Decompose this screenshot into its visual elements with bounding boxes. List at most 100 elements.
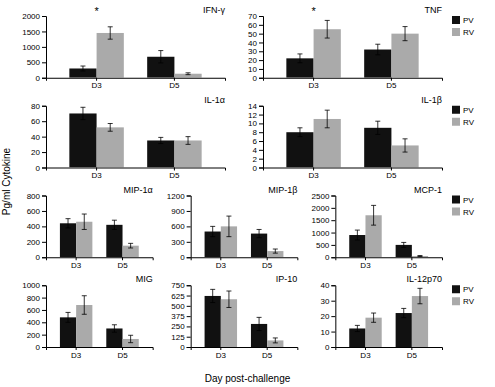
tick: 50 <box>248 30 263 39</box>
tick-mark <box>331 196 335 197</box>
tick-label: 50 <box>248 30 257 39</box>
x-axis: D3D5 <box>47 257 154 270</box>
error-line <box>275 249 276 253</box>
bar <box>174 140 201 167</box>
error-cap <box>297 53 302 54</box>
tick-label: D5 <box>386 171 397 180</box>
tick-mark <box>411 347 412 350</box>
error-bar <box>82 214 87 229</box>
error-cap <box>82 295 87 296</box>
tick: 0 <box>36 343 46 352</box>
tick-mark <box>42 121 46 122</box>
tick-label: D3 <box>360 351 371 360</box>
bar <box>349 328 365 347</box>
error-cap <box>273 249 278 250</box>
legend-label: RV <box>463 118 475 127</box>
tick: 8 <box>253 128 263 137</box>
panel: 0125250375500625750D3D5IP-10 <box>171 274 298 359</box>
bars <box>349 205 428 257</box>
error-cap <box>375 44 380 45</box>
y-axis: 0200400600800 <box>27 192 47 263</box>
tick-label: 12 <box>248 111 257 120</box>
x-axis: D3D5 <box>47 168 226 181</box>
tick: 10 <box>248 119 263 128</box>
legend: PVRV <box>452 285 475 306</box>
legend-label: PV <box>463 106 474 115</box>
tick-label: 60 <box>248 21 257 30</box>
tick-label: D3 <box>71 261 82 270</box>
panel: 0500100015002000D3D5IFN-γ* <box>22 5 225 90</box>
error-cap <box>403 138 408 139</box>
axis-line <box>264 78 443 81</box>
tick-label: 1500 <box>22 27 40 36</box>
error-line <box>228 291 229 307</box>
error-bar <box>257 317 262 330</box>
bar <box>205 296 221 347</box>
tick: D5 <box>169 168 180 181</box>
axis-line <box>187 286 192 348</box>
tick-mark <box>96 168 97 171</box>
error-cap <box>355 325 360 326</box>
error-cap <box>403 26 408 27</box>
tick-label: 0 <box>36 343 41 352</box>
tick-label: 2000 <box>22 12 40 21</box>
tick-mark <box>259 106 263 107</box>
error-cap <box>186 72 191 73</box>
tick-mark <box>187 196 191 197</box>
error-cap <box>325 127 330 128</box>
tick: D5 <box>386 78 397 91</box>
tick-label: 10 <box>248 65 257 74</box>
error-bar <box>186 73 191 75</box>
error-line <box>84 296 85 315</box>
error-cap <box>80 66 85 67</box>
tick: 1500 <box>312 216 336 225</box>
tick: 1200 <box>167 192 191 201</box>
error-cap <box>186 136 191 137</box>
panel: 02004006008001000D3D5MIG <box>22 274 153 359</box>
error-cap <box>371 322 376 323</box>
tick: 60 <box>31 117 46 126</box>
tick: 2000 <box>22 12 46 21</box>
error-cap <box>297 127 302 128</box>
tick-mark <box>259 123 263 124</box>
tick-mark <box>259 51 263 52</box>
x-axis: D3D5 <box>191 347 298 360</box>
error-line <box>373 205 374 225</box>
panel: 0200400600800D3D5MIP-1α <box>27 185 154 270</box>
tick: 500 <box>27 58 46 67</box>
tick-label: D3 <box>308 81 319 90</box>
tick-mark <box>331 245 335 246</box>
tick-label: 4 <box>253 146 258 155</box>
legend-label: PV <box>463 196 474 205</box>
tick-mark <box>42 106 46 107</box>
panel: 05001000150020002500D3D5MCP-1PVRV <box>312 185 475 270</box>
error-bar <box>273 338 278 343</box>
tick-mark <box>220 257 221 260</box>
legend-swatch <box>452 208 460 216</box>
tick: D5 <box>407 347 418 360</box>
legend-item: RV <box>452 118 475 127</box>
tick: D5 <box>407 257 418 270</box>
tick-label: 200 <box>27 238 41 247</box>
error-line <box>299 54 300 63</box>
error-line <box>68 219 69 228</box>
tick-mark <box>42 285 46 286</box>
tick-label: 0 <box>180 343 185 352</box>
tick-label: 1200 <box>167 192 185 201</box>
bars <box>349 288 428 347</box>
tick: D5 <box>262 257 273 270</box>
tick-mark <box>259 141 263 142</box>
annotation: * <box>94 5 99 17</box>
error-bar <box>375 44 380 55</box>
tick-label: 1000 <box>22 281 40 290</box>
tick: 600 <box>27 306 46 315</box>
tick-label: 500 <box>27 58 41 67</box>
tick: 1000 <box>22 281 46 290</box>
y-axis: 020406080 <box>31 102 46 173</box>
tick-mark <box>187 226 191 227</box>
axis-line <box>259 17 264 79</box>
panel: 010203040506070D3D5TNF*PVRV <box>248 5 475 90</box>
tick: 375 <box>171 312 190 321</box>
error-cap <box>128 247 133 248</box>
error-line <box>299 128 300 137</box>
